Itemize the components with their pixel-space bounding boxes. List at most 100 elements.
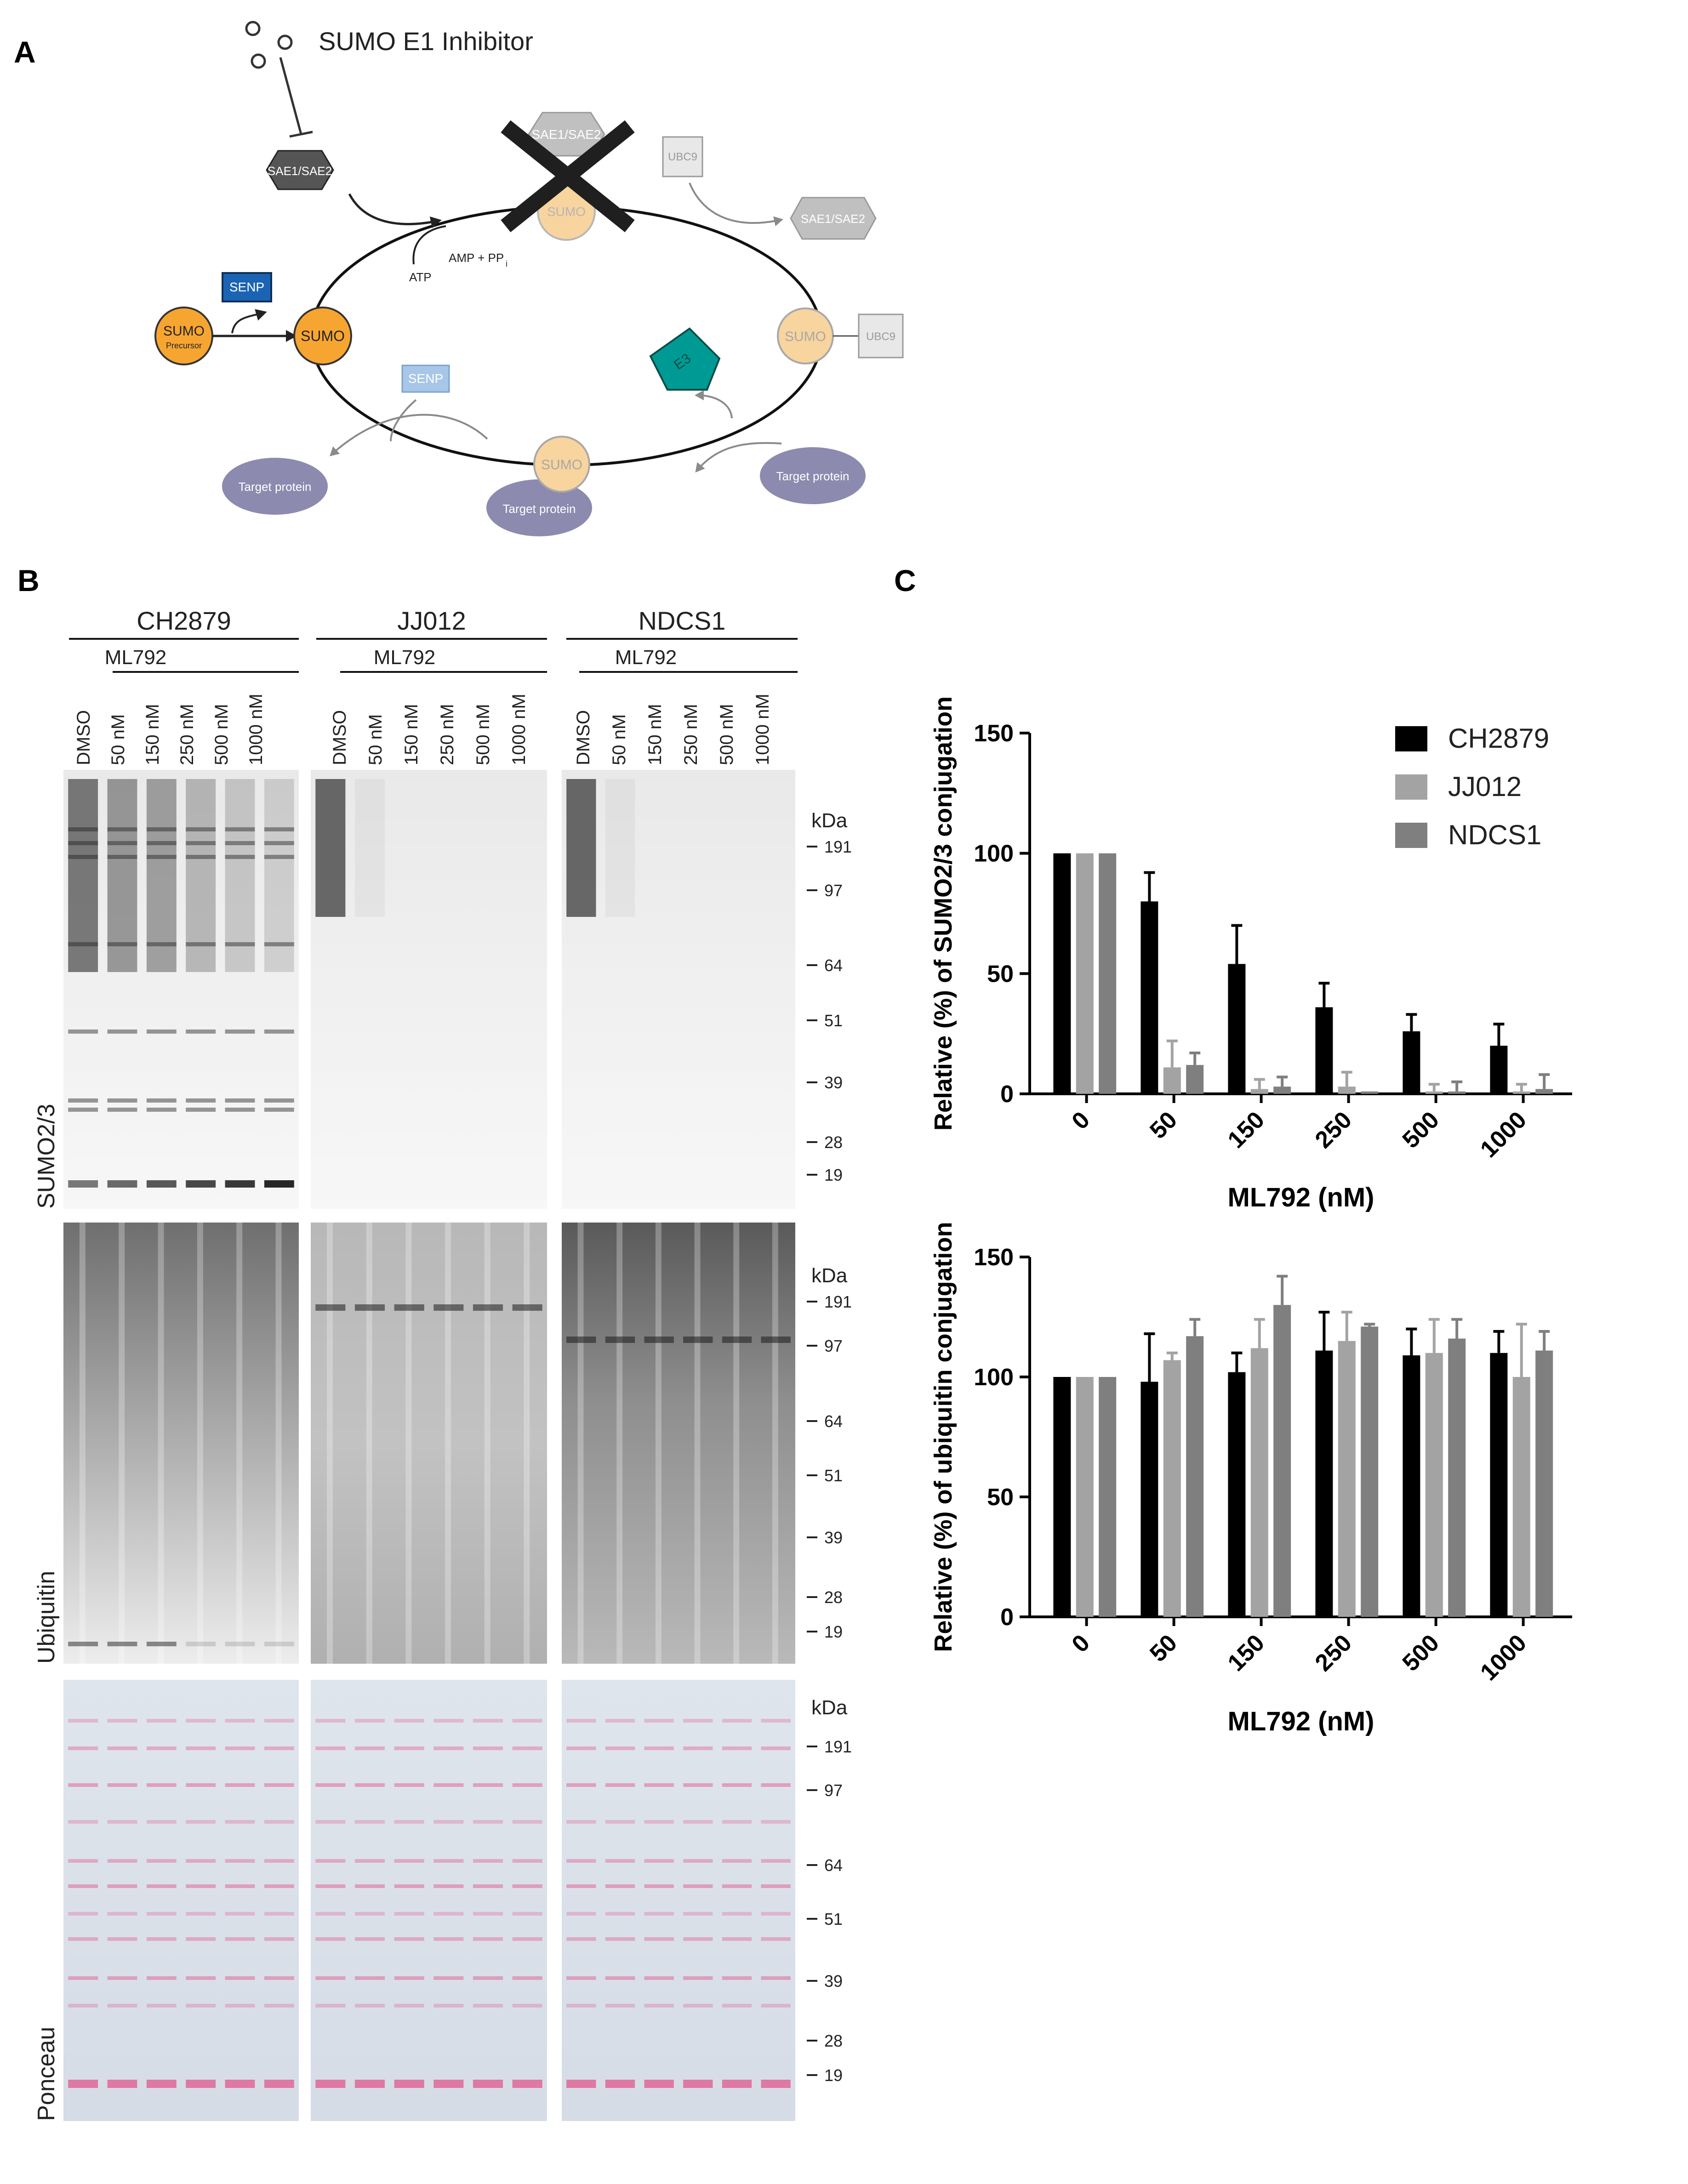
marker-label: 51 <box>824 1910 843 1928</box>
marker-label: 19 <box>824 1166 843 1184</box>
ponceau-band <box>146 1976 177 1980</box>
ponceau-band <box>761 1912 791 1916</box>
y-tick-label: 100 <box>974 1364 1014 1391</box>
sumo-smear <box>146 779 177 972</box>
ponceau-band <box>433 1937 464 1941</box>
ponceau-band <box>146 1937 177 1941</box>
lane-label: 500 nM <box>717 704 737 765</box>
inhibitor-molecule <box>245 21 261 36</box>
protein-band <box>186 1029 216 1034</box>
lane-streak <box>236 1223 243 1664</box>
lane-label: 1000 nM <box>246 694 266 765</box>
bar <box>1338 1086 1356 1094</box>
cell-line-label: CH2879 <box>137 606 231 635</box>
ponceau-band <box>315 2004 346 2008</box>
bar <box>1163 1067 1181 1094</box>
ponceau-band <box>186 1746 216 1750</box>
bar <box>1315 1350 1333 1617</box>
protein-band <box>107 841 137 845</box>
ubiquitin-band <box>107 1642 137 1646</box>
ponceau-band <box>225 1976 255 1980</box>
bar <box>1338 1341 1356 1617</box>
y-axis-title: Relative (%) of SUMO2/3 conjugation <box>930 696 957 1131</box>
ubiquitin-band <box>566 1337 596 1343</box>
ponceau-band <box>225 1912 255 1916</box>
ponceau-band <box>683 1912 713 1916</box>
x-tick-label: 500 <box>1397 1106 1444 1153</box>
ponceau-band <box>566 1937 596 1941</box>
ponceau-band <box>683 1783 713 1787</box>
ponceau-band <box>605 2004 635 2008</box>
bar <box>1315 1007 1333 1094</box>
ponceau-band <box>186 1820 216 1824</box>
protein-band <box>107 1108 137 1112</box>
ponceau-band <box>107 1937 137 1941</box>
ponceau-band <box>566 1884 596 1888</box>
ponceau-band <box>644 1976 674 1980</box>
marker-label: 191 <box>824 1737 852 1756</box>
ponceau-band <box>315 1859 346 1863</box>
ponceau-band <box>107 1859 137 1863</box>
bar <box>1535 1089 1553 1094</box>
ponceau-band <box>722 2080 752 2088</box>
ponceau-band <box>315 1884 346 1888</box>
ubiquitin-band <box>315 1304 346 1311</box>
ponceau-band <box>315 1820 346 1824</box>
protein-band <box>68 827 98 831</box>
target-right-label: Target protein <box>776 469 850 483</box>
ponceau-band <box>512 1976 542 1980</box>
ponceau-band <box>146 2004 177 2008</box>
bar <box>1273 1305 1291 1617</box>
ponceau-band <box>433 1976 464 1980</box>
lane-streak <box>366 1223 372 1664</box>
protein-band <box>146 942 177 946</box>
lane-label: 50 nM <box>365 714 386 765</box>
bar <box>1535 1350 1553 1617</box>
ponceau-band <box>473 2004 503 2008</box>
senp-deconjugase-label: SENP <box>408 371 443 386</box>
protein-band <box>68 1029 98 1034</box>
ponceau-band <box>644 1859 674 1863</box>
bar <box>1228 1372 1246 1617</box>
bar <box>1099 1377 1117 1617</box>
ponceau-band <box>315 2080 346 2088</box>
ponceau-band <box>644 2004 674 2008</box>
ponceau-band <box>605 1859 635 1863</box>
ponceau-band <box>394 1719 424 1723</box>
sumo-smear <box>264 779 294 972</box>
x-tick-label: 50 <box>1145 1106 1182 1144</box>
ponceau-band <box>761 1746 791 1750</box>
ponceau-band <box>722 1976 752 1980</box>
sumo-on-target-label: SUMO <box>541 457 582 472</box>
blot-image <box>63 770 299 1209</box>
free-sumo-band <box>68 1180 98 1188</box>
protein-band <box>264 855 294 859</box>
protein-band <box>146 1098 177 1103</box>
ponceau-band <box>394 2080 424 2088</box>
ponceau-band <box>566 1912 596 1916</box>
y-tick-label: 150 <box>974 1244 1014 1271</box>
ponceau-band <box>68 1859 98 1863</box>
target-protein-right <box>760 447 866 504</box>
inhibitor-molecule <box>251 53 266 69</box>
y-tick-label: 150 <box>974 720 1014 747</box>
bar <box>1425 1091 1443 1094</box>
ponceau-band <box>433 1719 464 1723</box>
bar <box>1250 1348 1268 1617</box>
protein-band <box>264 1098 294 1103</box>
ponceau-band <box>186 2080 216 2088</box>
panel-label-c: C <box>894 563 916 597</box>
bar <box>1403 1031 1420 1094</box>
ponceau-band <box>394 1937 424 1941</box>
ponceau-band <box>473 1859 503 1863</box>
ponceau-band <box>394 2004 424 2008</box>
sumo-mature <box>293 307 352 365</box>
ponceau-band <box>473 1976 503 1980</box>
x-tick-label: 150 <box>1223 1106 1270 1153</box>
x-axis-title: ML792 (nM) <box>1228 1183 1374 1212</box>
bar <box>1512 1091 1530 1094</box>
ponceau-band <box>433 1912 464 1916</box>
ponceau-band <box>566 1783 596 1787</box>
lane-streak <box>577 1223 584 1664</box>
lane-streak <box>197 1223 203 1664</box>
